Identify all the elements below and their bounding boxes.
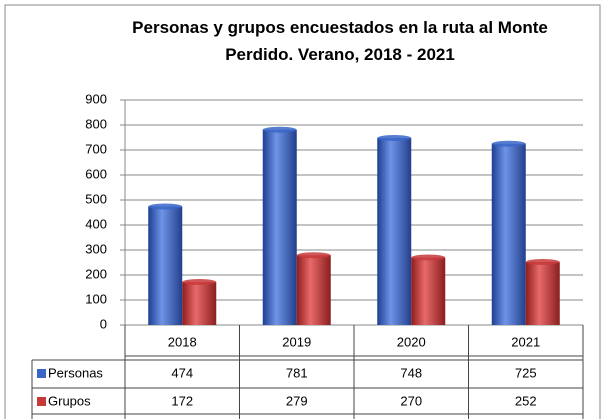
outer-border bbox=[4, 4, 601, 419]
y-tick-label: 700 bbox=[85, 141, 107, 156]
bar-cap bbox=[491, 140, 526, 147]
table-value: 172 bbox=[171, 393, 193, 408]
bar bbox=[262, 129, 297, 325]
y-tick-label: 200 bbox=[85, 266, 107, 281]
legend-label: Personas bbox=[48, 365, 103, 380]
bar bbox=[491, 143, 526, 325]
x-tick-label: 2020 bbox=[397, 334, 426, 349]
y-tick-label: 900 bbox=[85, 91, 107, 106]
bar bbox=[182, 282, 217, 325]
table-value: 270 bbox=[400, 393, 422, 408]
y-tick-label: 0 bbox=[100, 316, 107, 331]
bar bbox=[411, 257, 446, 325]
legend-swatch bbox=[37, 369, 46, 378]
bar bbox=[377, 138, 412, 325]
legend-label: Grupos bbox=[48, 393, 91, 408]
bar bbox=[148, 206, 183, 325]
x-tick-label: 2019 bbox=[282, 334, 311, 349]
table-value: 748 bbox=[400, 365, 422, 380]
bar-cap bbox=[262, 126, 297, 133]
y-tick-label: 100 bbox=[85, 291, 107, 306]
bar bbox=[296, 255, 331, 325]
table-value: 252 bbox=[515, 393, 537, 408]
bar-cap bbox=[377, 135, 412, 141]
x-tick-label: 2021 bbox=[511, 334, 540, 349]
bar bbox=[525, 262, 560, 325]
x-tick-label: 2018 bbox=[168, 334, 197, 349]
bar-cap bbox=[182, 279, 217, 285]
bar-cap bbox=[525, 259, 560, 265]
y-tick-label: 500 bbox=[85, 191, 107, 206]
table-value: 474 bbox=[171, 365, 193, 380]
y-tick-label: 300 bbox=[85, 241, 107, 256]
y-tick-label: 400 bbox=[85, 216, 107, 231]
bar-cap bbox=[296, 252, 331, 259]
chart-title: Personas y grupos encuestados en la ruta… bbox=[132, 18, 548, 64]
table-value: 781 bbox=[286, 365, 308, 380]
table-value: 725 bbox=[515, 365, 537, 380]
y-tick-label: 800 bbox=[85, 116, 107, 131]
table-value: 279 bbox=[286, 393, 308, 408]
bar-cap bbox=[411, 254, 446, 261]
bar-cap bbox=[148, 203, 183, 210]
legend-swatch bbox=[37, 397, 46, 406]
y-tick-label: 600 bbox=[85, 166, 107, 181]
